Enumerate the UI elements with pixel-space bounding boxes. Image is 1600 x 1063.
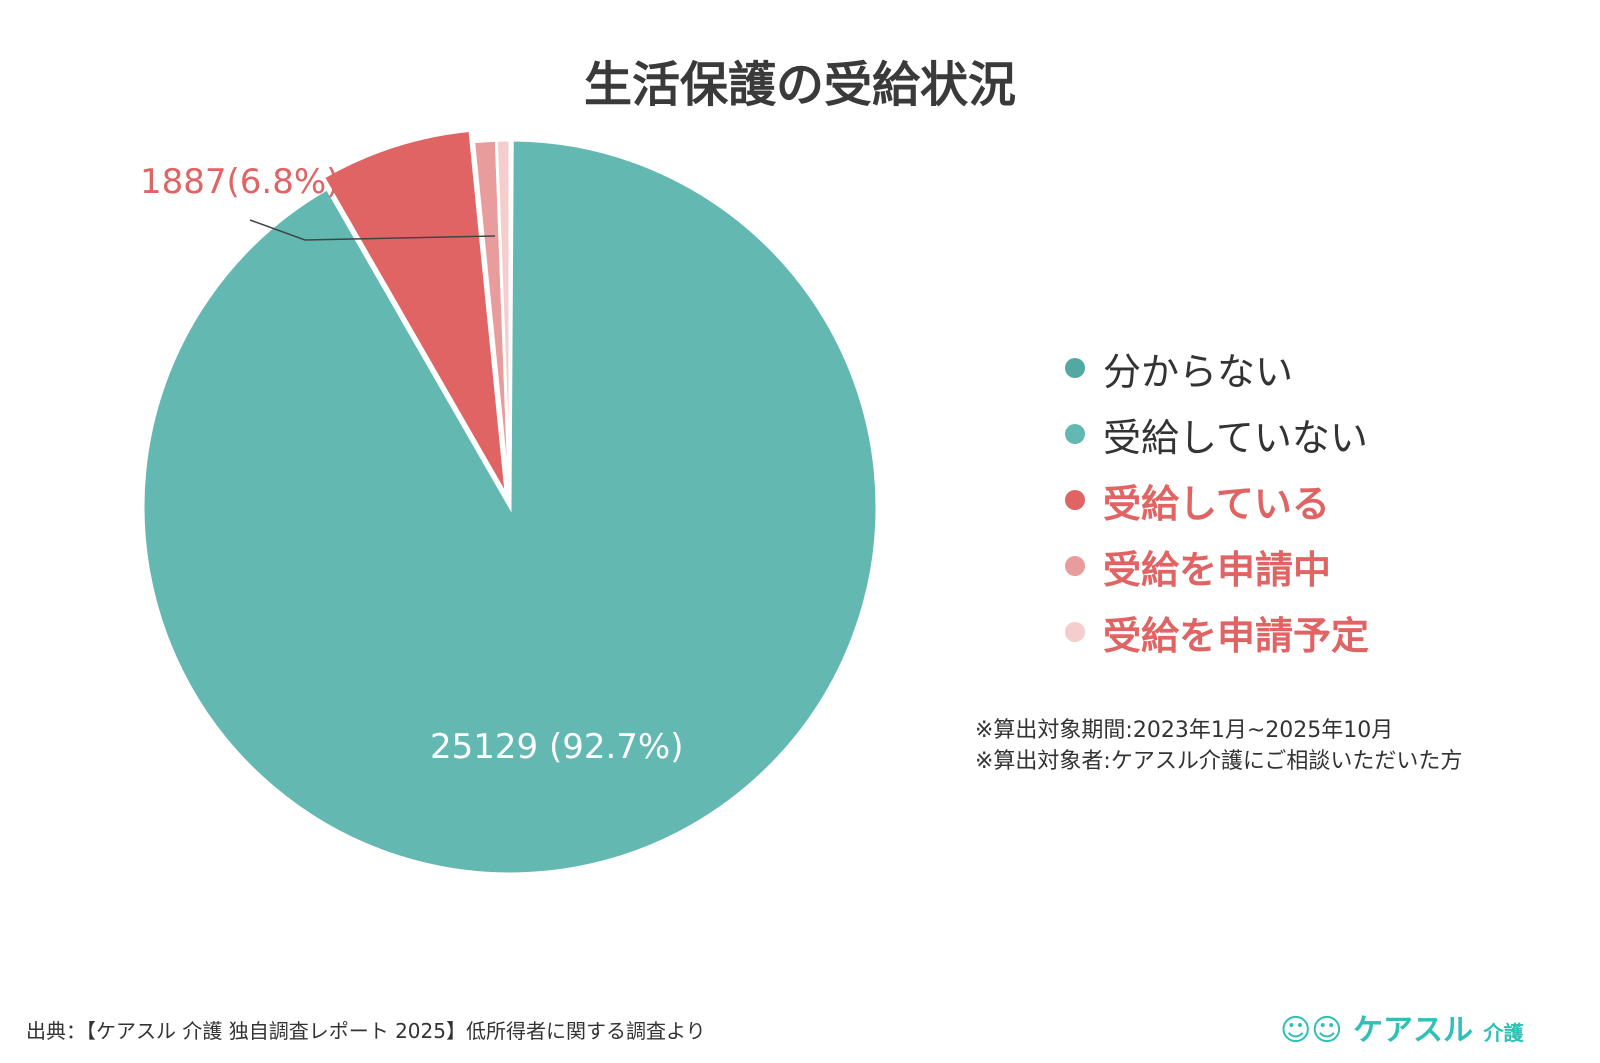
legend-marker xyxy=(1065,622,1085,642)
legend-label: 受給を申請中 xyxy=(1103,547,1332,592)
legend-label: 分からない xyxy=(1103,349,1294,394)
logo-sub: 介護 xyxy=(1483,1021,1524,1045)
legend-marker xyxy=(1065,358,1085,378)
logo: ☺☺ ケアスル 介護 xyxy=(1280,1013,1524,1048)
legend-item: 受給している xyxy=(1065,467,1369,533)
data-label-not-receiving: 25129 (92.7%) xyxy=(430,727,684,767)
source-text: 出典：【ケアスル 介護 独自調査レポート 2025】低所得者に関する調査より xyxy=(26,1019,706,1043)
data-label-receiving: 1887(6.8%) xyxy=(140,162,339,202)
note-target: ※算出対象者:ケアスル介護にご相談いただいた方 xyxy=(975,749,1463,774)
logo-text: ケアスル xyxy=(1353,1013,1473,1048)
notes: ※算出対象期間:2023年1月~2025年10月 ※算出対象者:ケアスル介護にご… xyxy=(975,715,1515,777)
legend-label: 受給を申請予定 xyxy=(1103,613,1370,658)
legend-marker xyxy=(1065,424,1085,444)
chart-title: 生活保護の受給状況 xyxy=(583,57,1016,113)
legend-item: 受給を申請予定 xyxy=(1065,599,1369,665)
legend-item: 受給していない xyxy=(1065,401,1369,467)
pie-slice xyxy=(321,128,508,497)
legend-item: 受給を申請中 xyxy=(1065,533,1369,599)
legend-marker xyxy=(1065,490,1085,510)
legend-marker xyxy=(1065,556,1085,576)
pie-slice xyxy=(494,138,512,508)
legend-label: 受給している xyxy=(1103,481,1330,526)
legend-item: 分からない xyxy=(1065,335,1369,401)
leader-line xyxy=(249,219,496,241)
legend: 分からない受給していない 受給している 受給を申請中 受給を申請予定 xyxy=(1065,335,1369,665)
note-period: ※算出対象期間:2023年1月~2025年10月 xyxy=(975,718,1394,743)
legend-label: 受給していない xyxy=(1103,415,1368,460)
